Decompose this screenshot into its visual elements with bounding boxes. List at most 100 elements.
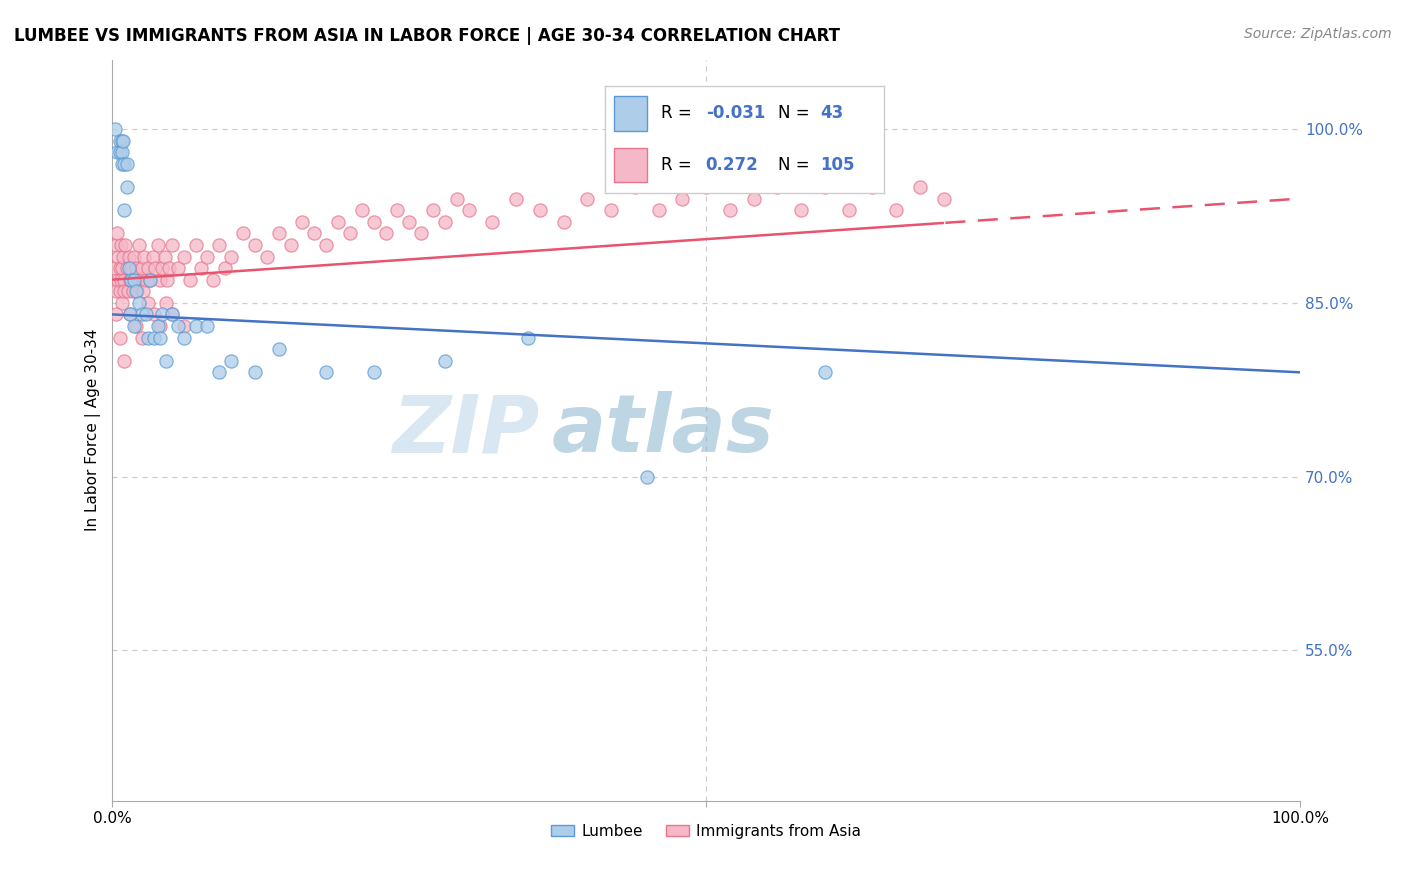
- Point: [115, 261, 138, 276]
- Point: [125, 318, 148, 333]
- Point: [208, 238, 231, 252]
- Point: [143, 307, 166, 321]
- Point: [128, 273, 150, 287]
- Point: [517, 330, 540, 344]
- Point: [173, 330, 195, 344]
- Point: [108, 330, 131, 344]
- Point: [128, 238, 150, 252]
- Point: [118, 261, 141, 276]
- Point: [363, 215, 385, 229]
- Point: [315, 238, 337, 252]
- Point: [112, 250, 135, 264]
- Point: [280, 238, 302, 252]
- Point: [173, 250, 195, 264]
- Point: [120, 307, 142, 321]
- Point: [107, 273, 129, 287]
- Point: [160, 307, 183, 321]
- Point: [150, 307, 173, 321]
- Point: [108, 134, 131, 148]
- Point: [166, 261, 188, 276]
- Point: [166, 318, 188, 333]
- Point: [363, 365, 385, 379]
- Point: [814, 365, 837, 379]
- Point: [112, 353, 135, 368]
- Point: [104, 261, 127, 276]
- Point: [136, 330, 159, 344]
- Point: [110, 238, 132, 252]
- Point: [104, 285, 127, 299]
- Point: [339, 227, 361, 241]
- Point: [104, 122, 127, 136]
- Point: [160, 238, 183, 252]
- Point: [695, 180, 717, 194]
- Point: [184, 238, 207, 252]
- Point: [636, 469, 658, 483]
- Point: [111, 295, 134, 310]
- Point: [120, 261, 142, 276]
- Point: [117, 285, 139, 299]
- Point: [202, 273, 225, 287]
- Point: [790, 203, 813, 218]
- Point: [387, 203, 409, 218]
- Point: [105, 227, 128, 241]
- Point: [326, 215, 349, 229]
- Point: [422, 203, 444, 218]
- Legend: Lumbee, Immigrants from Asia: Lumbee, Immigrants from Asia: [546, 818, 868, 845]
- Text: ZIP: ZIP: [392, 392, 540, 469]
- Point: [142, 250, 165, 264]
- Point: [105, 145, 128, 160]
- Point: [114, 238, 136, 252]
- Point: [136, 261, 159, 276]
- Point: [576, 192, 599, 206]
- Point: [315, 365, 337, 379]
- Point: [884, 203, 907, 218]
- Point: [243, 238, 266, 252]
- Point: [111, 134, 134, 148]
- Point: [143, 330, 166, 344]
- Point: [184, 318, 207, 333]
- Point: [112, 273, 135, 287]
- Point: [398, 215, 420, 229]
- Point: [256, 250, 278, 264]
- Point: [529, 203, 551, 218]
- Point: [118, 250, 141, 264]
- Point: [908, 180, 931, 194]
- Point: [135, 273, 157, 287]
- Point: [108, 285, 131, 299]
- Point: [150, 261, 173, 276]
- Point: [111, 157, 134, 171]
- Point: [120, 273, 142, 287]
- Point: [125, 261, 148, 276]
- Point: [374, 227, 396, 241]
- Point: [243, 365, 266, 379]
- Point: [411, 227, 433, 241]
- Point: [120, 273, 142, 287]
- Point: [742, 192, 765, 206]
- Point: [160, 307, 183, 321]
- Point: [122, 273, 145, 287]
- Point: [112, 134, 135, 148]
- Point: [149, 273, 172, 287]
- Point: [112, 203, 135, 218]
- Point: [115, 180, 138, 194]
- Text: atlas: atlas: [551, 392, 775, 469]
- Point: [862, 180, 884, 194]
- Point: [197, 250, 219, 264]
- Point: [132, 285, 155, 299]
- Point: [115, 157, 138, 171]
- Point: [122, 250, 145, 264]
- Point: [457, 203, 479, 218]
- Point: [108, 145, 131, 160]
- Point: [214, 261, 236, 276]
- Point: [108, 261, 131, 276]
- Point: [136, 295, 159, 310]
- Point: [190, 261, 212, 276]
- Y-axis label: In Labor Force | Age 30-34: In Labor Force | Age 30-34: [86, 329, 101, 532]
- Point: [647, 203, 669, 218]
- Point: [104, 307, 127, 321]
- Point: [553, 215, 575, 229]
- Point: [128, 295, 150, 310]
- Point: [149, 330, 172, 344]
- Point: [139, 273, 162, 287]
- Point: [111, 261, 134, 276]
